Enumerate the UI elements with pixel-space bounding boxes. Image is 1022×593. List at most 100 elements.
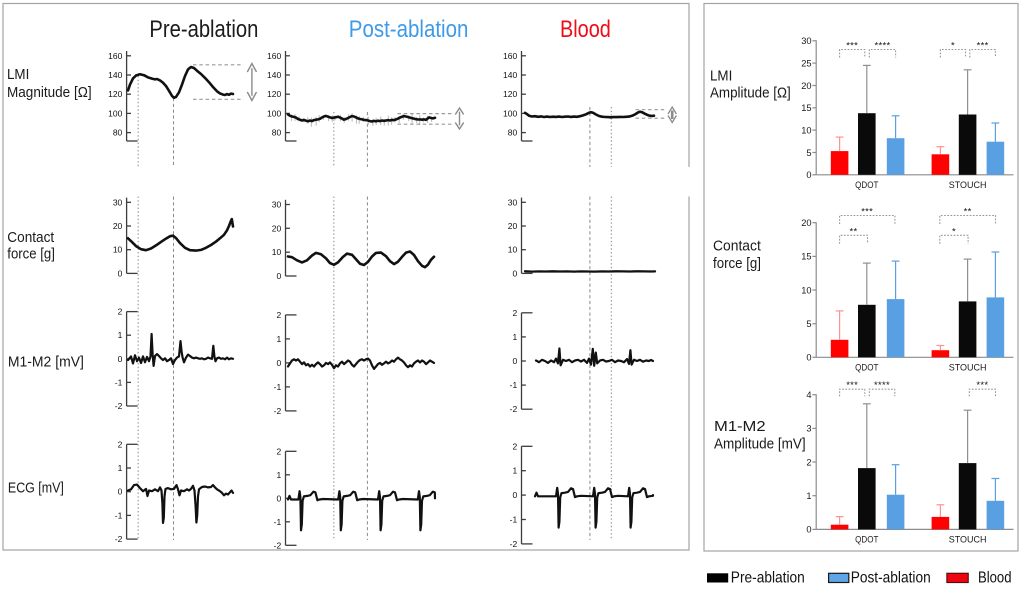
svg-text:2: 2 [118, 307, 123, 317]
svg-text:5: 5 [806, 319, 811, 329]
svg-text:140: 140 [108, 70, 122, 80]
svg-text:force [g]: force [g] [713, 255, 761, 272]
svg-text:100: 100 [108, 108, 122, 118]
svg-text:Blood: Blood [978, 569, 1012, 586]
svg-text:0: 0 [118, 487, 123, 497]
svg-text:20: 20 [272, 223, 282, 233]
svg-text:2: 2 [806, 457, 811, 467]
svg-text:20: 20 [801, 81, 811, 91]
svg-text:-2: -2 [274, 540, 282, 550]
svg-text:2: 2 [512, 308, 517, 318]
svg-text:15: 15 [801, 252, 811, 262]
svg-text:Contact: Contact [713, 238, 762, 255]
svg-text:STOUCH: STOUCH [949, 180, 987, 191]
svg-text:0: 0 [276, 358, 281, 368]
svg-text:140: 140 [503, 70, 517, 80]
svg-text:0: 0 [512, 268, 517, 278]
svg-text:*: * [952, 226, 956, 237]
svg-text:160: 160 [267, 51, 281, 61]
svg-text:force [g]: force [g] [7, 246, 55, 263]
svg-text:1: 1 [512, 332, 517, 342]
svg-text:2: 2 [276, 446, 281, 456]
svg-text:80: 80 [508, 128, 518, 138]
svg-text:30: 30 [801, 36, 811, 46]
svg-text:1: 1 [276, 470, 281, 480]
svg-text:10: 10 [508, 245, 518, 255]
svg-text:***: *** [846, 380, 858, 391]
svg-text:Amplitude [Ω]: Amplitude [Ω] [710, 84, 791, 101]
svg-text:Blood: Blood [560, 16, 611, 43]
svg-text:2: 2 [118, 439, 123, 449]
svg-text:20: 20 [801, 218, 811, 228]
svg-text:QDOT: QDOT [855, 180, 878, 191]
svg-text:160: 160 [503, 51, 517, 61]
svg-text:120: 120 [503, 89, 517, 99]
svg-text:80: 80 [272, 128, 282, 138]
svg-text:STOUCH: STOUCH [949, 362, 987, 373]
svg-text:Pre-ablation: Pre-ablation [731, 569, 805, 586]
svg-text:100: 100 [503, 108, 517, 118]
svg-text:**: ** [964, 207, 972, 218]
svg-text:***: *** [977, 41, 989, 52]
svg-text:LMI: LMI [710, 68, 732, 85]
svg-text:30: 30 [272, 200, 282, 210]
svg-text:120: 120 [267, 89, 281, 99]
svg-text:Amplitude [mV]: Amplitude [mV] [714, 435, 806, 452]
svg-text:20: 20 [508, 221, 518, 231]
svg-text:140: 140 [267, 70, 281, 80]
svg-text:0: 0 [118, 354, 123, 364]
svg-text:4: 4 [806, 390, 811, 400]
svg-text:1: 1 [512, 466, 517, 476]
svg-text:***: *** [846, 41, 858, 52]
svg-text:Pre-ablation: Pre-ablation [149, 16, 258, 43]
svg-text:-2: -2 [115, 534, 123, 544]
svg-text:-2: -2 [274, 406, 282, 416]
svg-text:****: **** [874, 380, 890, 391]
svg-text:-2: -2 [510, 539, 518, 549]
svg-text:5: 5 [806, 148, 811, 158]
svg-text:LMI: LMI [7, 66, 29, 83]
svg-text:-1: -1 [274, 517, 282, 527]
svg-text:2: 2 [276, 310, 281, 320]
svg-text:0: 0 [118, 268, 123, 278]
svg-text:1: 1 [276, 334, 281, 344]
svg-text:160: 160 [108, 51, 122, 61]
svg-text:0: 0 [276, 493, 281, 503]
svg-text:100: 100 [267, 108, 281, 118]
svg-text:Post-ablation: Post-ablation [349, 16, 469, 43]
svg-text:QDOT: QDOT [855, 534, 878, 545]
svg-text:80: 80 [113, 128, 123, 138]
svg-text:2: 2 [512, 441, 517, 451]
svg-text:15: 15 [801, 103, 811, 113]
svg-text:1: 1 [806, 491, 811, 501]
svg-text:10: 10 [801, 285, 811, 295]
svg-text:20: 20 [113, 221, 123, 231]
svg-text:***: *** [861, 207, 873, 218]
svg-text:1: 1 [118, 463, 123, 473]
svg-text:-1: -1 [510, 380, 518, 390]
svg-text:Contact: Contact [7, 229, 55, 246]
svg-text:-1: -1 [274, 382, 282, 392]
svg-text:ECG [mV]: ECG [mV] [8, 480, 64, 497]
svg-text:M1-M2 [mV]: M1-M2 [mV] [8, 353, 84, 370]
svg-text:0: 0 [512, 490, 517, 500]
svg-text:10: 10 [113, 245, 123, 255]
svg-text:0: 0 [512, 356, 517, 366]
svg-text:0: 0 [276, 271, 281, 281]
svg-text:****: **** [875, 41, 891, 52]
svg-text:10: 10 [801, 125, 811, 135]
svg-text:120: 120 [108, 89, 122, 99]
svg-text:0: 0 [806, 353, 811, 363]
svg-text:-1: -1 [510, 515, 518, 525]
svg-text:30: 30 [508, 197, 518, 207]
svg-text:-1: -1 [115, 377, 123, 387]
svg-text:30: 30 [113, 197, 123, 207]
svg-text:0: 0 [806, 170, 811, 180]
svg-text:-2: -2 [510, 404, 518, 414]
svg-text:3: 3 [806, 424, 811, 434]
svg-text:***: *** [976, 380, 988, 391]
svg-text:1: 1 [118, 330, 123, 340]
svg-text:-1: -1 [115, 510, 123, 520]
svg-text:STOUCH: STOUCH [949, 534, 987, 545]
svg-text:10: 10 [272, 247, 282, 257]
